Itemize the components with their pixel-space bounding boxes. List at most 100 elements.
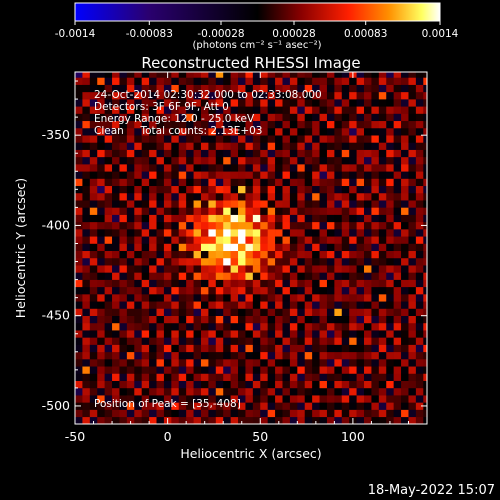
heatmap-cell xyxy=(260,344,268,353)
heatmap-cell xyxy=(415,99,424,107)
heatmap-cell xyxy=(112,214,120,223)
heatmap-cell xyxy=(319,72,328,78)
heatmap-cell xyxy=(319,380,328,389)
heatmap-cell xyxy=(134,272,142,280)
heatmap-cell xyxy=(89,322,98,331)
heatmap-cell xyxy=(401,178,409,187)
heatmap-cell xyxy=(215,156,224,165)
heatmap-cell xyxy=(171,236,180,244)
heatmap-cell xyxy=(82,164,91,172)
heatmap-cell xyxy=(126,120,135,129)
heatmap-cell xyxy=(364,416,372,424)
heatmap-cell xyxy=(282,265,291,273)
heatmap-cell xyxy=(156,84,165,93)
heatmap-cell xyxy=(423,359,427,367)
heatmap-cell xyxy=(319,387,328,396)
heatmap-cell xyxy=(245,330,254,338)
heatmap-cell xyxy=(230,265,239,273)
heatmap-cell xyxy=(112,294,120,302)
heatmap-cell xyxy=(408,185,417,194)
heatmap-cell xyxy=(89,286,98,295)
heatmap-cell xyxy=(386,359,394,367)
heatmap-cell xyxy=(163,402,172,410)
heatmap-cell xyxy=(193,99,202,107)
heatmap-cell xyxy=(156,207,165,215)
heatmap-cell xyxy=(156,72,165,78)
heatmap-cell xyxy=(163,243,172,252)
heatmap-cell xyxy=(393,236,402,244)
heatmap-cell xyxy=(252,127,261,136)
heatmap-cell xyxy=(356,149,365,158)
heatmap-cell xyxy=(245,373,254,381)
heatmap-cell xyxy=(371,315,380,324)
heatmap-cell xyxy=(304,243,313,252)
heatmap-cell xyxy=(75,250,83,259)
heatmap-cell xyxy=(312,387,320,396)
heatmap-cell xyxy=(193,322,202,331)
heatmap-cell xyxy=(282,84,291,93)
heatmap-cell xyxy=(341,178,350,187)
heatmap-cell xyxy=(163,185,172,194)
heatmap-cell xyxy=(171,185,180,194)
heatmap-cell xyxy=(238,387,246,396)
heatmap-cell xyxy=(238,127,246,136)
heatmap-cell xyxy=(193,380,202,389)
heatmap-cell xyxy=(104,127,113,136)
heatmap-cell xyxy=(75,236,83,244)
heatmap-cell xyxy=(393,402,402,410)
heatmap-cell xyxy=(215,127,224,136)
heatmap-cell xyxy=(163,120,172,129)
heatmap-cell xyxy=(149,359,157,367)
heatmap-cell xyxy=(178,127,187,136)
heatmap-cell xyxy=(245,171,254,179)
heatmap-cell xyxy=(312,156,320,165)
heatmap-cell xyxy=(171,409,180,418)
heatmap-cell xyxy=(193,344,202,353)
heatmap-cell xyxy=(245,164,254,172)
heatmap-cell xyxy=(386,127,394,136)
heatmap-cell xyxy=(349,344,357,353)
heatmap-cell xyxy=(289,257,298,266)
heatmap-cell xyxy=(319,106,328,114)
heatmap-cell xyxy=(312,171,320,179)
heatmap-cell xyxy=(415,322,424,331)
heatmap-cell xyxy=(119,286,128,295)
heatmap-cell xyxy=(149,308,157,316)
heatmap-cell xyxy=(415,395,424,403)
heatmap-cell xyxy=(260,127,268,136)
heatmap-cell xyxy=(297,185,306,194)
heatmap-cell xyxy=(82,272,91,280)
heatmap-cell xyxy=(408,178,417,187)
heatmap-cell xyxy=(289,77,298,85)
heatmap-cell xyxy=(267,250,276,259)
heatmap-cell xyxy=(326,351,335,360)
heatmap-cell xyxy=(282,330,291,338)
y-tick-label: -400 xyxy=(42,217,70,232)
heatmap-cell xyxy=(171,272,180,280)
heatmap-cell xyxy=(163,142,172,150)
heatmap-cell xyxy=(141,185,150,194)
heatmap-cell xyxy=(364,178,372,187)
heatmap-cell xyxy=(126,149,135,158)
heatmap-cell xyxy=(378,250,387,259)
heatmap-cell xyxy=(104,178,113,187)
heatmap-cell xyxy=(82,344,91,353)
heatmap-cell xyxy=(282,257,291,266)
heatmap-cell xyxy=(364,214,372,223)
heatmap-cell xyxy=(112,387,120,396)
heatmap-cell xyxy=(104,236,113,244)
heatmap-cell xyxy=(267,236,276,244)
heatmap-cell xyxy=(364,221,372,230)
heatmap-cell xyxy=(230,402,239,410)
heatmap-image xyxy=(75,72,427,424)
heatmap-cell xyxy=(304,272,313,280)
heatmap-cell xyxy=(171,402,180,410)
heatmap-cell xyxy=(341,91,350,100)
heatmap-cell xyxy=(178,294,187,302)
heatmap-cell xyxy=(275,207,283,215)
heatmap-cell xyxy=(260,279,268,288)
heatmap-cell xyxy=(349,77,357,85)
heatmap-cell xyxy=(156,171,165,179)
annotation-energy-range: Energy Range: 12.0 - 25.0 keV xyxy=(94,113,255,125)
heatmap-cell xyxy=(112,279,120,288)
